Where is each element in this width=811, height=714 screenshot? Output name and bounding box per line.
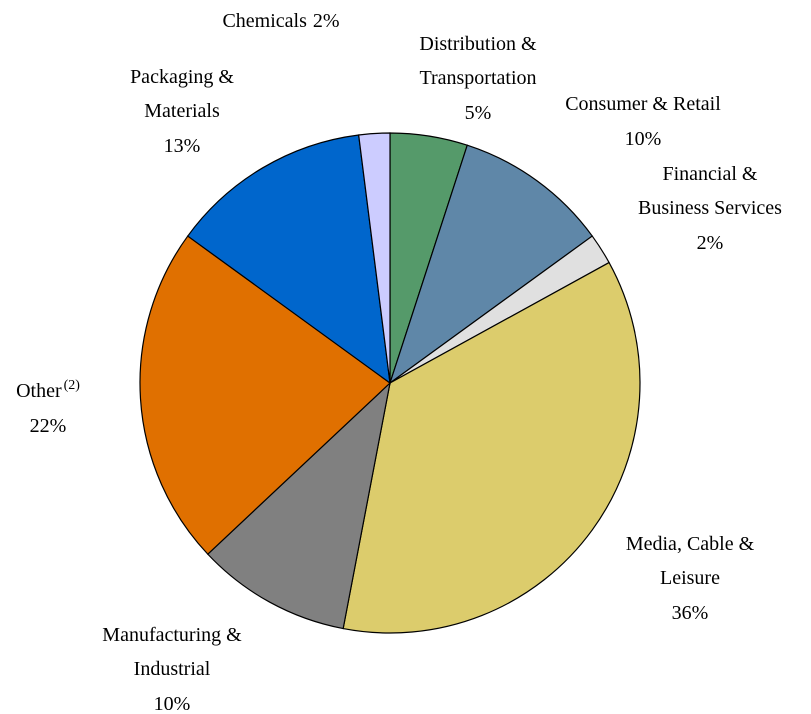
category-label: Chemicals — [222, 10, 307, 32]
category-text: Financial & — [663, 163, 758, 185]
category-text: Materials — [144, 100, 220, 122]
category-label: Leisure — [660, 567, 720, 589]
category-label: Business Services — [638, 197, 782, 219]
value-label: 36% — [672, 602, 709, 624]
value-label: 10% — [154, 693, 191, 714]
category-text: Distribution & — [419, 33, 537, 55]
category-label: Consumer & Retail — [565, 93, 721, 115]
footnote-mark: (2) — [64, 378, 81, 393]
category-text: Business Services — [638, 197, 782, 219]
value-label: 10% — [625, 128, 662, 150]
category-label: Transportation — [419, 67, 536, 89]
category-text: Packaging & — [130, 66, 234, 88]
pie-slice — [186, 134, 391, 385]
category-label: Materials — [144, 100, 220, 122]
value-label: 22% — [30, 415, 67, 437]
category-label: Other (2) — [16, 378, 80, 402]
category-text: Other — [16, 380, 62, 402]
slice-label: Chemicals 2% — [222, 10, 339, 32]
pie-slice — [139, 235, 391, 555]
pie-slice — [342, 261, 641, 634]
category-text: Consumer & Retail — [565, 93, 721, 115]
category-label: Manufacturing & — [102, 624, 242, 646]
value-label: 13% — [164, 135, 201, 157]
pie-slice — [388, 144, 594, 385]
category-label: Industrial — [134, 658, 211, 680]
value-label: 2% — [697, 232, 724, 254]
value-label: 5% — [465, 102, 492, 124]
pie-slice — [357, 132, 391, 384]
category-label: Media, Cable & — [626, 533, 755, 555]
category-label: Financial & — [663, 163, 758, 185]
category-text: Manufacturing & — [102, 624, 242, 646]
value-label: 2% — [313, 10, 340, 32]
pie-slice — [206, 381, 391, 630]
category-text: Leisure — [660, 567, 720, 589]
category-text: Transportation — [419, 67, 536, 89]
category-text: Industrial — [134, 658, 211, 680]
category-label: Packaging & — [130, 66, 234, 88]
category-text: Media, Cable & — [626, 533, 755, 555]
category-label: Distribution & — [419, 33, 537, 55]
